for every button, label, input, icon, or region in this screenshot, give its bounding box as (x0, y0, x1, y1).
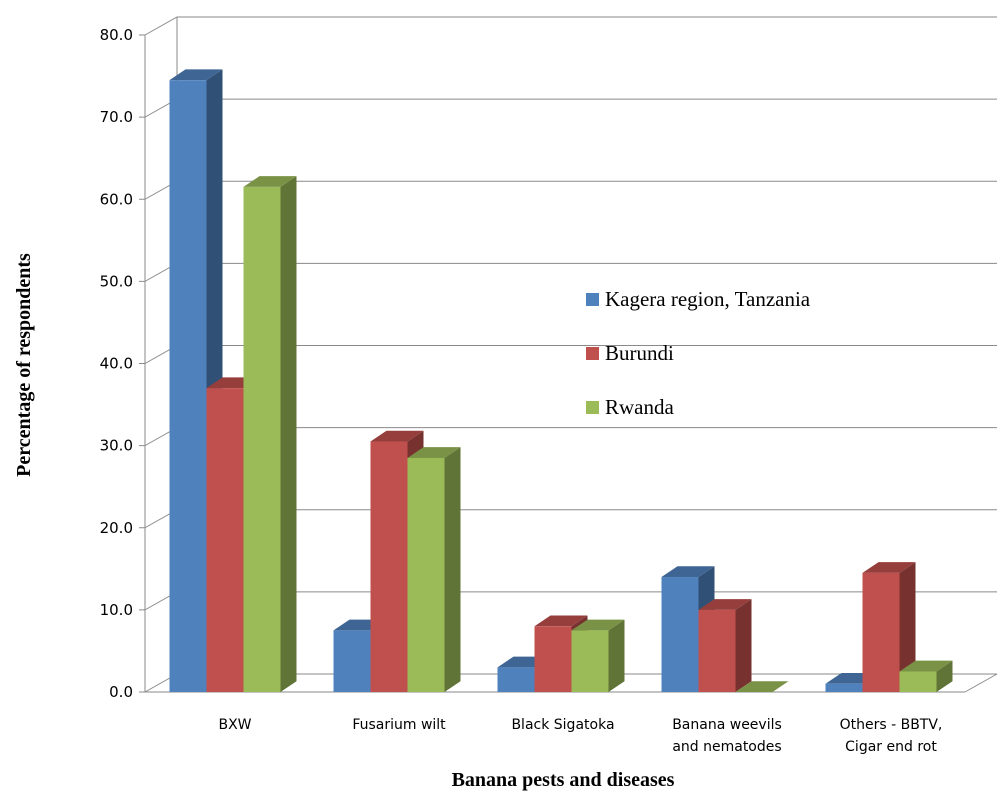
y-tick-label: 0.0 (109, 683, 133, 701)
bar-top-face (169, 69, 223, 81)
bar (571, 619, 625, 692)
bar-top-face (571, 619, 625, 631)
bar-top-face (899, 660, 953, 672)
bar-top-face (370, 430, 424, 442)
y-tick-label: 80.0 (100, 26, 133, 44)
bar-side-face (444, 447, 461, 692)
y-axis-title: Percentage of respondents (13, 253, 35, 477)
bar-top-face (243, 176, 297, 187)
bar-front-face (661, 577, 699, 692)
bar-front-face (698, 609, 736, 692)
y-tick-label: 10.0 (100, 601, 133, 619)
bar-front-face (206, 388, 244, 692)
bar-front-face (571, 630, 609, 692)
bar-top-face (661, 566, 715, 578)
bar (243, 176, 297, 693)
bars (169, 69, 953, 693)
bar-front-face (333, 630, 371, 692)
x-category-label: and nematodes (672, 739, 781, 755)
x-category-label: BXW (218, 717, 251, 733)
x-category-label: Black Sigatoka (511, 717, 614, 733)
legend-swatch (586, 347, 599, 360)
y-tick-label: 50.0 (100, 272, 133, 290)
bar-side-face (735, 599, 752, 692)
bar-top-face (407, 447, 461, 458)
bar-side-face (899, 562, 916, 692)
x-category-labels: BXW Fusarium wilt Black Sigatoka Banana wee… (218, 717, 942, 755)
bar-side-face (280, 176, 297, 693)
bar-front-face (169, 80, 207, 692)
bar-front-face (243, 186, 281, 692)
x-category-label: Cigar end rot (845, 739, 937, 755)
floor-right-edge (964, 673, 998, 693)
legend-label: Kagera region, Tanzania (605, 287, 811, 311)
bar-front-face (825, 683, 863, 692)
y-tick-label: 20.0 (100, 519, 133, 537)
bar-side-face (608, 619, 625, 692)
bar-front-face (899, 671, 937, 692)
x-category-label: Banana weevils (672, 717, 782, 733)
bar-top-face (534, 615, 588, 627)
bar-front-face (407, 457, 445, 692)
x-category-label: Others - BBTV, (840, 717, 943, 733)
legend-label: Burundi (605, 341, 674, 365)
bar-front-face (370, 441, 408, 692)
bar-front-face (497, 667, 535, 692)
y-tick-label: 70.0 (100, 108, 133, 126)
y-tick-label: 60.0 (100, 190, 133, 208)
bar-front-face (862, 572, 900, 692)
bar-top-face (862, 562, 916, 573)
bar-top-face (698, 599, 752, 610)
bar-front-face (534, 626, 572, 692)
y-tick-label: 40.0 (100, 355, 133, 373)
bar (862, 562, 916, 692)
bar (899, 660, 953, 692)
bar (407, 447, 461, 692)
y-tick-labels: 0.0 10.0 20.0 30.0 40.0 50.0 60.0 70.0 80.0 (100, 26, 133, 701)
x-axis-title: Banana pests and diseases (452, 769, 675, 791)
x-category-label: Fusarium wilt (352, 717, 446, 733)
gridline (144, 16, 997, 36)
legend-swatch (586, 293, 599, 306)
legend-swatch (586, 401, 599, 414)
y-tick-label: 30.0 (100, 437, 133, 455)
gridline (144, 98, 997, 118)
bar-top-face (735, 681, 789, 692)
legend-label: Rwanda (605, 395, 674, 419)
bar (698, 599, 752, 692)
bar (735, 681, 789, 692)
bar-side-face (936, 660, 953, 692)
legend: Kagera region, Tanzania Burundi Rwanda (586, 287, 811, 419)
